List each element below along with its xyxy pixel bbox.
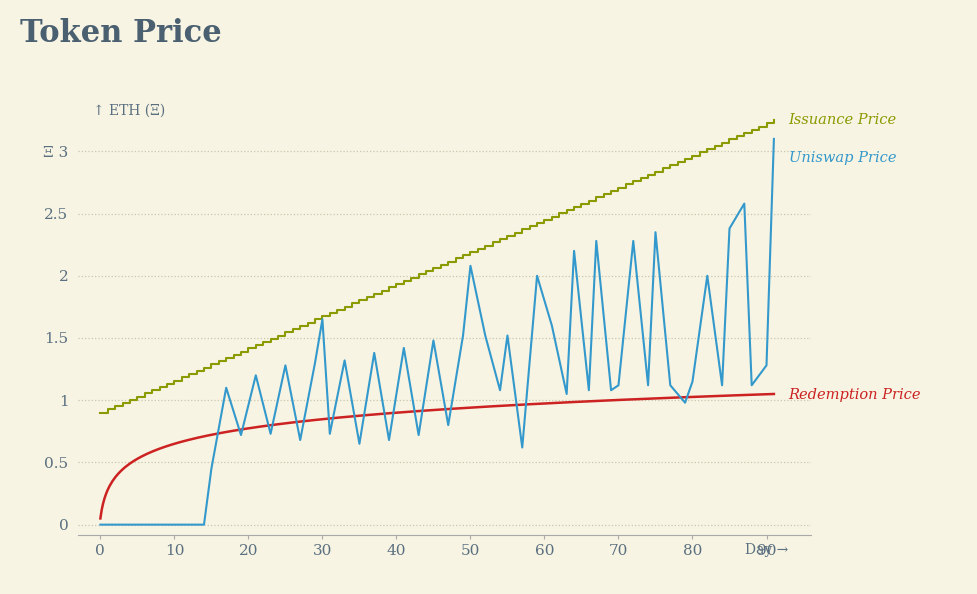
Text: Redemption Price: Redemption Price <box>788 388 921 402</box>
Text: ↑ ETH (Ξ): ↑ ETH (Ξ) <box>93 104 165 118</box>
Text: Day →: Day → <box>745 544 788 557</box>
Text: Token Price: Token Price <box>20 18 221 49</box>
Text: Issuance Price: Issuance Price <box>788 113 897 127</box>
Text: Uniswap Price: Uniswap Price <box>788 150 896 165</box>
